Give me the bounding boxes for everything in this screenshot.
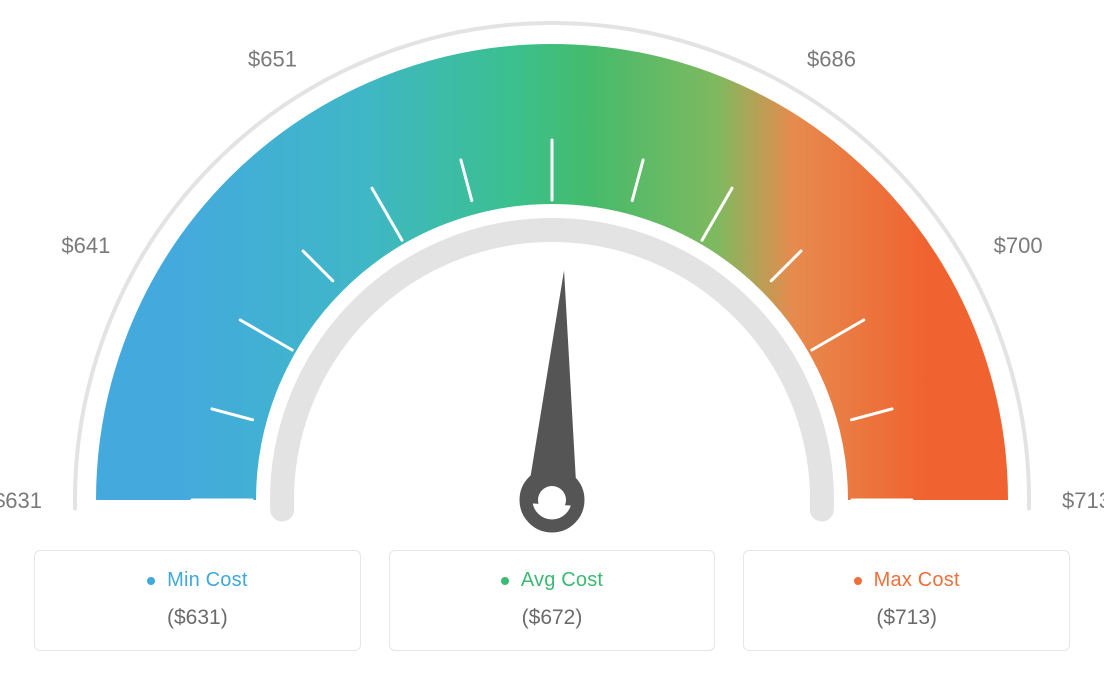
gauge-tick-label: $713 [1062,488,1104,513]
gauge-svg: $631 $641 $651 $672 $686 $700 $713 [0,0,1104,540]
gauge-tick-label: $700 [994,233,1043,258]
legend-value-min: ($631) [45,606,350,630]
legend-row: Min Cost ($631) Avg Cost ($672) Max Cost… [0,540,1104,651]
legend-card-max: Max Cost ($713) [743,550,1070,651]
legend-title-min-text: Min Cost [167,569,248,591]
legend-card-min: Min Cost ($631) [34,550,361,651]
gauge-tick-label: $672 [528,0,577,3]
gauge-chart: $631 $641 $651 $672 $686 $700 $713 [0,0,1104,540]
legend-dot-min [147,577,155,585]
legend-title-max-text: Max Cost [874,569,960,591]
gauge-tick-label: $641 [61,233,110,258]
legend-dot-avg [501,577,509,585]
gauge-tick-label: $686 [807,46,856,71]
legend-value-avg: ($672) [400,606,705,630]
legend-title-avg-text: Avg Cost [521,569,603,591]
gauge-tick-label: $651 [248,46,297,71]
legend-title-avg: Avg Cost [501,569,603,592]
gauge-tick-label: $631 [0,488,42,513]
legend-value-max: ($713) [754,606,1059,630]
legend-dot-max [854,577,862,585]
legend-card-avg: Avg Cost ($672) [389,550,716,651]
legend-title-max: Max Cost [854,569,960,592]
legend-title-min: Min Cost [147,569,248,592]
